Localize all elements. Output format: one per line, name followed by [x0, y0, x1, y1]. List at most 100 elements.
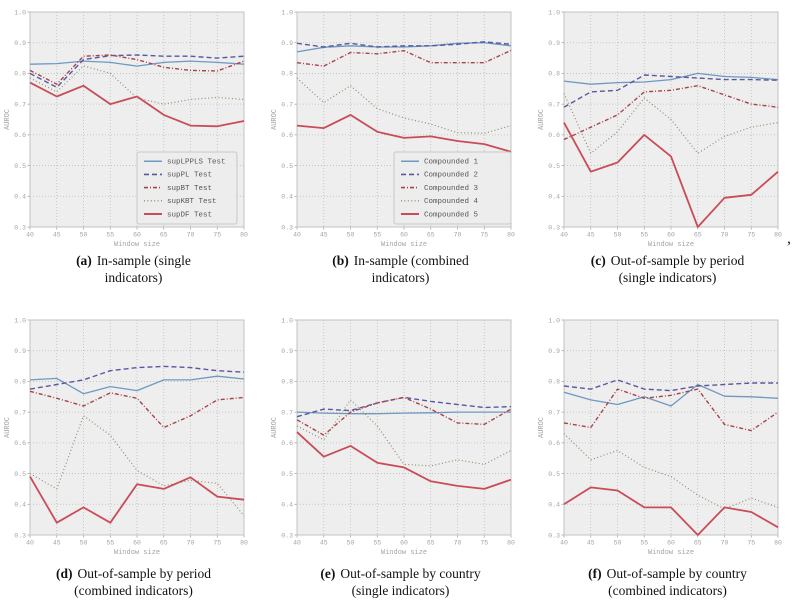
svg-text:1.0: 1.0 [14, 317, 26, 324]
svg-text:45: 45 [587, 232, 595, 239]
svg-text:0.6: 0.6 [281, 440, 293, 447]
svg-text:50: 50 [614, 540, 622, 547]
svg-text:0.5: 0.5 [281, 471, 293, 478]
svg-text:75: 75 [747, 232, 755, 239]
svg-text:0.5: 0.5 [14, 163, 26, 170]
svg-text:55: 55 [640, 540, 648, 547]
caption-text: Out-of-sample by country [340, 566, 481, 581]
svg-text:1.0: 1.0 [281, 317, 293, 324]
svg-text:65: 65 [160, 232, 168, 239]
subplot-caption-b: (b) In-sample (combined indicators) [332, 252, 469, 287]
subplot-cell-d: 40 45 50 55 60 65 70 75 80 0.3 0.4 0.5 0.6 0.7 0.8 0.9 1… [0, 308, 267, 608]
subplot-cell-e: 40 45 50 55 60 65 70 75 80 0.3 0.4 0.5 0.6 0.7 0.8 0.9 1… [267, 308, 534, 608]
svg-text:55: 55 [373, 232, 381, 239]
caption-line: (combined indicators) [608, 583, 727, 599]
svg-text:0.6: 0.6 [548, 132, 560, 139]
caption-line: (combined indicators) [74, 583, 193, 599]
svg-text:1.0: 1.0 [281, 9, 293, 16]
caption-line: indicators) [371, 270, 430, 286]
caption-line: indicators) [104, 270, 163, 286]
svg-text:55: 55 [106, 232, 114, 239]
svg-text:75: 75 [213, 232, 221, 239]
svg-text:50: 50 [347, 232, 355, 239]
svg-text:55: 55 [640, 232, 648, 239]
chart-d-oos-period-combined: 40 45 50 55 60 65 70 75 80 0.3 0.4 0.5 0.6 0.7 0.8 0.9 1… [4, 317, 248, 556]
svg-text:0.3: 0.3 [281, 224, 293, 231]
svg-text:AUROC: AUROC [538, 417, 546, 438]
svg-text:0.4: 0.4 [548, 194, 560, 201]
svg-text:50: 50 [80, 540, 88, 547]
svg-text:Compounded 1: Compounded 1 [424, 159, 479, 167]
svg-text:0.9: 0.9 [14, 348, 26, 355]
svg-text:0.4: 0.4 [281, 194, 293, 201]
svg-text:70: 70 [721, 540, 729, 547]
caption-text: In-sample (single [96, 253, 191, 268]
svg-text:60: 60 [400, 540, 408, 547]
svg-text:0.7: 0.7 [548, 101, 560, 108]
svg-text:80: 80 [507, 232, 515, 239]
svg-text:60: 60 [133, 232, 141, 239]
caption-line: (d) Out-of-sample by period [56, 565, 211, 582]
svg-text:Compounded 4: Compounded 4 [424, 198, 479, 206]
svg-text:0.3: 0.3 [548, 224, 560, 231]
svg-text:0.8: 0.8 [281, 71, 293, 78]
svg-text:75: 75 [480, 540, 488, 547]
svg-text:40: 40 [26, 540, 34, 547]
svg-text:1.0: 1.0 [14, 9, 26, 16]
svg-text:0.7: 0.7 [14, 101, 26, 108]
svg-text:supKBT Test: supKBT Test [167, 198, 217, 206]
svg-text:0.8: 0.8 [14, 379, 26, 386]
subplot-caption-d: (d) Out-of-sample by period (combined ind… [56, 565, 211, 600]
svg-text:80: 80 [240, 540, 248, 547]
svg-text:0.6: 0.6 [14, 440, 26, 447]
svg-text:Window size: Window size [114, 549, 160, 556]
caption-text: Out-of-sample by period [610, 253, 745, 268]
svg-text:65: 65 [694, 540, 702, 547]
caption-line: (single indicators) [618, 270, 717, 286]
svg-text:55: 55 [106, 540, 114, 547]
subplot-caption-f: (f) Out-of-sample by country (combined in… [588, 565, 747, 600]
caption-label: (b) [332, 253, 349, 268]
svg-text:Window size: Window size [648, 549, 694, 556]
caption-label: (d) [56, 566, 73, 581]
svg-text:40: 40 [560, 232, 568, 239]
svg-text:75: 75 [480, 232, 488, 239]
svg-text:0.8: 0.8 [548, 71, 560, 78]
svg-text:supDF Test: supDF Test [167, 211, 212, 219]
svg-text:0.6: 0.6 [281, 132, 293, 139]
caption-line: (c) Out-of-sample by period [591, 252, 744, 269]
subplot-cell-c: 40 45 50 55 60 65 70 75 80 0.3 0.4 0.5 0.6 0.7 0.8 0.9 1… [534, 0, 801, 308]
svg-text:1.0: 1.0 [548, 9, 560, 16]
caption-text: In-sample (combined [353, 253, 469, 268]
svg-text:0.4: 0.4 [14, 194, 26, 201]
chart-f-oos-country-combined: 40 45 50 55 60 65 70 75 80 0.3 0.4 0.5 0.6 0.7 0.8 0.9 1… [538, 317, 782, 556]
svg-text:0.9: 0.9 [14, 40, 26, 47]
svg-text:0.3: 0.3 [281, 532, 293, 539]
svg-text:0.4: 0.4 [548, 502, 560, 509]
svg-text:0.5: 0.5 [281, 163, 293, 170]
svg-text:supLPPLS Test: supLPPLS Test [167, 159, 226, 167]
svg-text:70: 70 [454, 540, 462, 547]
svg-text:75: 75 [213, 540, 221, 547]
svg-text:50: 50 [80, 232, 88, 239]
subplot-caption-e: (e) Out-of-sample by country (single indi… [320, 565, 480, 600]
svg-text:AUROC: AUROC [271, 109, 279, 130]
svg-text:65: 65 [427, 232, 435, 239]
svg-text:1.0: 1.0 [548, 317, 560, 324]
svg-text:40: 40 [26, 232, 34, 239]
svg-text:Window size: Window size [381, 241, 427, 248]
svg-text:40: 40 [560, 540, 568, 547]
subplot-cell-f: 40 45 50 55 60 65 70 75 80 0.3 0.4 0.5 0.6 0.7 0.8 0.9 1… [534, 308, 801, 608]
svg-text:0.9: 0.9 [548, 348, 560, 355]
svg-text:70: 70 [187, 540, 195, 547]
svg-text:0.7: 0.7 [281, 409, 293, 416]
svg-text:0.5: 0.5 [548, 471, 560, 478]
svg-text:0.8: 0.8 [14, 71, 26, 78]
caption-label: (e) [320, 566, 336, 581]
svg-text:80: 80 [240, 232, 248, 239]
svg-text:50: 50 [347, 540, 355, 547]
svg-text:0.8: 0.8 [281, 379, 293, 386]
svg-text:supPL Test: supPL Test [167, 172, 212, 180]
caption-text: Out-of-sample by country [606, 566, 747, 581]
